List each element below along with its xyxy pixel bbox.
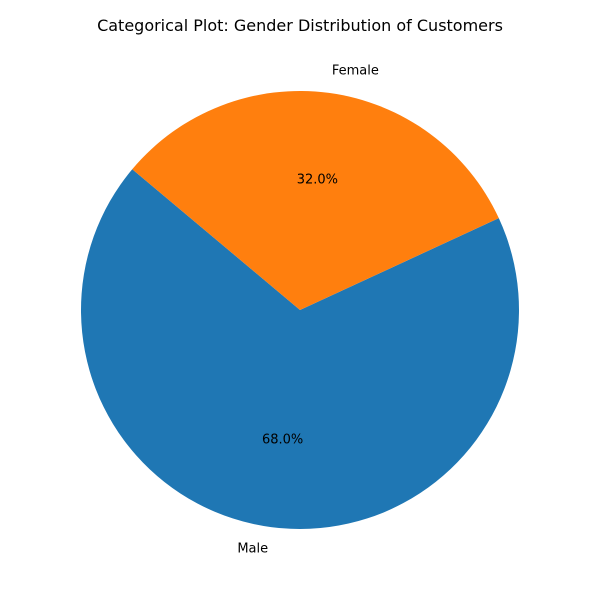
pie-slice-female — [132, 91, 499, 310]
percent-label-male: 68.0% — [262, 433, 303, 448]
pie-labels: Male 68.0% Female 32.0% — [237, 64, 379, 557]
slice-label-male: Male — [237, 541, 268, 556]
pie-slices — [80, 91, 520, 530]
chart-title: Categorical Plot: Gender Distribution of… — [97, 16, 503, 35]
pie-slice-male — [80, 169, 520, 530]
slice-label-female: Female — [332, 64, 379, 79]
percent-label-female: 32.0% — [297, 172, 338, 187]
